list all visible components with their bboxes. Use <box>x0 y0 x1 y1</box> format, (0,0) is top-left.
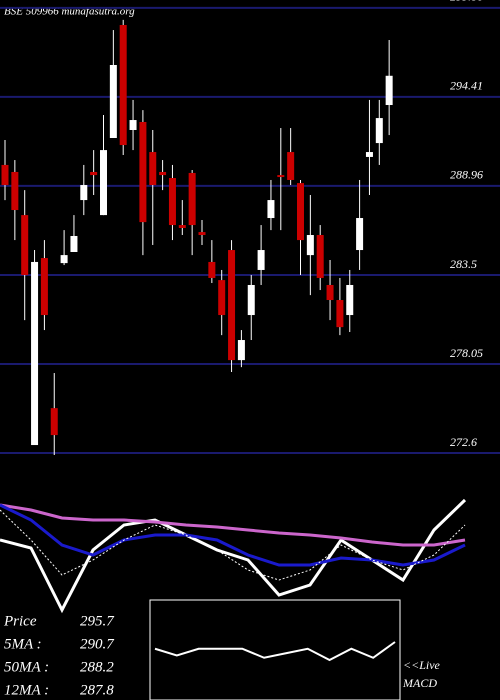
candle-body <box>21 215 29 276</box>
indicator-line <box>0 503 466 567</box>
stat-label: 50MA : <box>4 659 49 675</box>
candle-body <box>277 175 285 178</box>
macd-label: MACD <box>402 676 437 690</box>
candle-body <box>129 120 137 130</box>
candle-body <box>178 225 186 228</box>
candle-body <box>356 218 364 251</box>
y-tick-label: 294.41 <box>450 79 483 93</box>
candle-body <box>247 284 255 316</box>
candle-body <box>100 150 107 216</box>
candle-body <box>237 340 245 361</box>
y-tick-label: 272.6 <box>450 435 477 449</box>
macd-line <box>154 641 396 662</box>
candle-body <box>198 232 206 236</box>
candle-body <box>31 261 39 446</box>
stat-value: 287.8 <box>80 682 114 698</box>
stat-label: 12MA : <box>4 682 49 698</box>
candle-body <box>336 300 344 328</box>
candle-body <box>218 280 226 316</box>
candle-body <box>365 152 373 157</box>
candle-body <box>346 284 354 316</box>
candle-body <box>149 152 157 186</box>
candle-body <box>228 250 236 361</box>
indicator-line <box>0 503 466 547</box>
candle-body <box>139 121 147 223</box>
candle-body <box>297 183 304 241</box>
candle-body <box>119 24 127 146</box>
candle-body <box>80 185 88 201</box>
candle-body <box>90 171 98 176</box>
stat-value: 288.2 <box>80 659 114 675</box>
indicator-line <box>0 498 467 614</box>
candle-body <box>40 258 48 316</box>
indicator-line <box>0 509 466 581</box>
candle-body <box>50 408 58 436</box>
candle-body <box>385 75 393 106</box>
candle-body <box>1 164 9 186</box>
candle-body <box>159 171 167 176</box>
stat-label: 5MA : <box>4 636 42 652</box>
candle-body <box>168 178 176 226</box>
candle-body <box>287 152 295 180</box>
candle-body <box>208 261 216 278</box>
candle-body <box>306 235 314 256</box>
y-tick-label: 283.5 <box>450 257 477 271</box>
y-tick-label: 299.86 <box>450 0 483 4</box>
stat-value: 290.7 <box>80 636 115 652</box>
stat-value: 295.7 <box>80 613 115 629</box>
candle-body <box>109 65 117 139</box>
stat-label: Price <box>3 613 37 629</box>
candle-body <box>326 284 334 301</box>
macd-live: <<Live <box>403 658 441 672</box>
y-tick-label: 288.96 <box>450 168 483 182</box>
candle-body <box>60 255 68 264</box>
macd-box <box>149 599 401 700</box>
candle-body <box>267 200 275 219</box>
candle-body <box>188 172 196 226</box>
candle-body <box>316 235 324 278</box>
candle-body <box>11 171 19 211</box>
candle-body <box>257 250 265 270</box>
y-tick-label: 278.05 <box>450 346 483 360</box>
candle-body <box>70 235 78 252</box>
candle-body <box>375 118 383 144</box>
